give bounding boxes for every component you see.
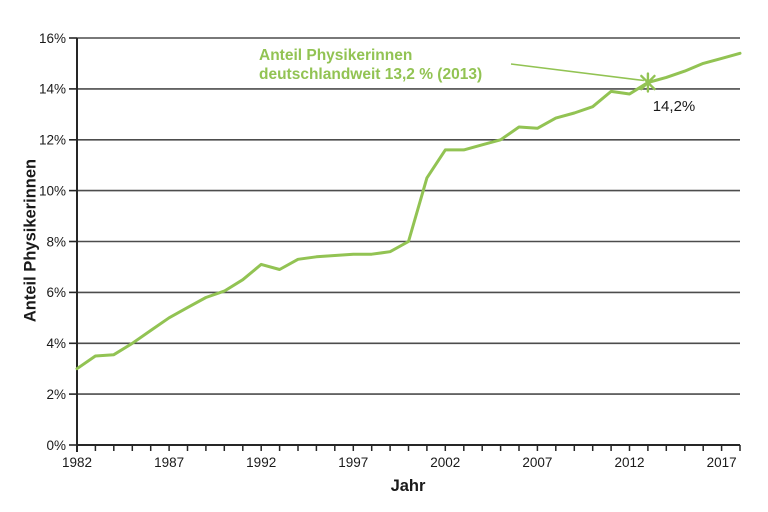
annotation-leader-line	[510, 63, 644, 82]
x-tick-label-1992: 1992	[246, 455, 276, 470]
marker-value-label: 14,2%	[652, 98, 696, 115]
annotation-line-2: deutschlandweit 13,2 % (2013)	[259, 66, 483, 83]
x-tick-label-2002: 2002	[430, 455, 460, 470]
y-tick-label-4pct: 4%	[46, 336, 66, 351]
y-tick-label-12pct: 12%	[39, 133, 66, 148]
y-tick-label-10pct: 10%	[39, 183, 66, 198]
annotation-nationwide-share: Anteil Physikerinnen deutschlandweit 13,…	[259, 46, 482, 84]
x-tick-label-2017: 2017	[707, 455, 737, 470]
y-tick-label-8pct: 8%	[46, 234, 66, 249]
x-tick-label-1987: 1987	[154, 455, 184, 470]
x-axis-title: Jahr	[390, 477, 426, 495]
y-tick-label-16pct: 16%	[39, 31, 66, 46]
y-tick-label-6pct: 6%	[46, 285, 66, 300]
x-tick-label-2007: 2007	[522, 455, 552, 470]
x-tick-label-2012: 2012	[614, 455, 644, 470]
data-series-line	[75, 51, 742, 371]
x-tick-label-1997: 1997	[338, 455, 368, 470]
y-tick-label-14pct: 14%	[39, 82, 66, 97]
y-tick-label-0pct: 0%	[46, 438, 66, 453]
annotation-line-1: Anteil Physikerinnen	[259, 47, 413, 64]
data-point-marker-2013	[640, 72, 656, 93]
y-axis-title: Anteil Physikerinnen	[21, 158, 40, 323]
x-tick-label-1982: 1982	[62, 455, 92, 470]
y-tick-label-2pct: 2%	[46, 387, 66, 402]
